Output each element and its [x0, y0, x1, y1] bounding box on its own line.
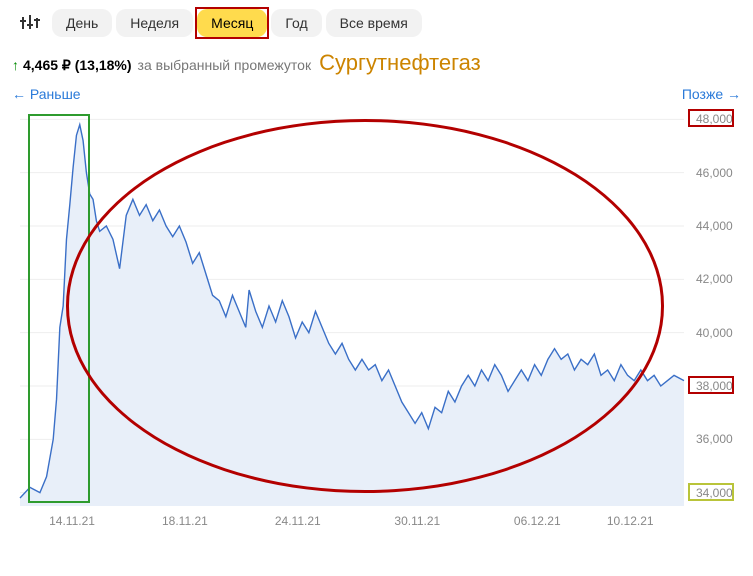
x-axis-label: 24.11.21: [275, 514, 321, 528]
x-axis-label: 18.11.21: [162, 514, 208, 528]
y-axis-label: 36,000: [692, 431, 737, 447]
price-summary: ↑ 4,465 ₽ (13,18%) за выбранный промежут…: [12, 50, 741, 76]
nav-later[interactable]: Позже →: [682, 86, 741, 102]
time-range-toolbar: ДеньНеделяМесяцГодВсе время: [12, 8, 741, 38]
nav-earlier[interactable]: ← Раньше: [12, 86, 81, 102]
range-Год[interactable]: Год: [271, 9, 321, 37]
y-axis-label: 48,000: [692, 111, 737, 127]
range-Месяц[interactable]: Месяц: [197, 9, 267, 37]
x-axis-label: 14.11.21: [49, 514, 95, 528]
x-axis-label: 06.12.21: [514, 514, 561, 528]
chart-container: 34,000 36,000 38,000 40,000 42,000 44,000 46,0…: [12, 106, 740, 536]
y-axis-label: 46,000: [692, 165, 737, 181]
range-Неделя[interactable]: Неделя: [116, 9, 193, 37]
range-Все время[interactable]: Все время: [326, 9, 422, 37]
x-axis-label: 10.12.21: [607, 514, 654, 528]
ticker-name: Сургутнефтегаз: [319, 50, 481, 76]
change-arrow-icon: ↑: [12, 57, 19, 73]
y-axis-label: 44,000: [692, 218, 737, 234]
period-text: за выбранный промежуток: [138, 57, 312, 73]
y-axis-label: 42,000: [692, 271, 737, 287]
change-value: 4,465 ₽ (13,18%): [23, 57, 132, 74]
range-День[interactable]: День: [52, 9, 112, 37]
y-axis-label: 40,000: [692, 325, 737, 341]
price-chart[interactable]: [12, 106, 740, 536]
x-axis-label: 30.11.21: [394, 514, 440, 528]
y-axis-label: 34,000: [692, 485, 737, 501]
y-axis-label: 38,000: [692, 378, 737, 394]
chart-type-button[interactable]: [12, 8, 48, 38]
